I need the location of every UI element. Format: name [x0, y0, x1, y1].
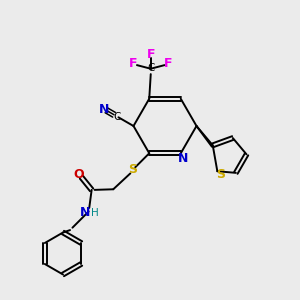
Text: N: N [99, 103, 110, 116]
Text: S: S [216, 168, 225, 181]
Text: S: S [128, 163, 137, 176]
Text: C: C [114, 112, 121, 122]
Text: N: N [178, 152, 188, 165]
Text: H: H [91, 208, 98, 218]
Text: F: F [129, 57, 138, 70]
Text: C: C [147, 63, 154, 73]
Text: O: O [74, 168, 84, 181]
Text: F: F [146, 48, 155, 61]
Text: F: F [164, 57, 172, 70]
Text: N: N [80, 206, 90, 220]
